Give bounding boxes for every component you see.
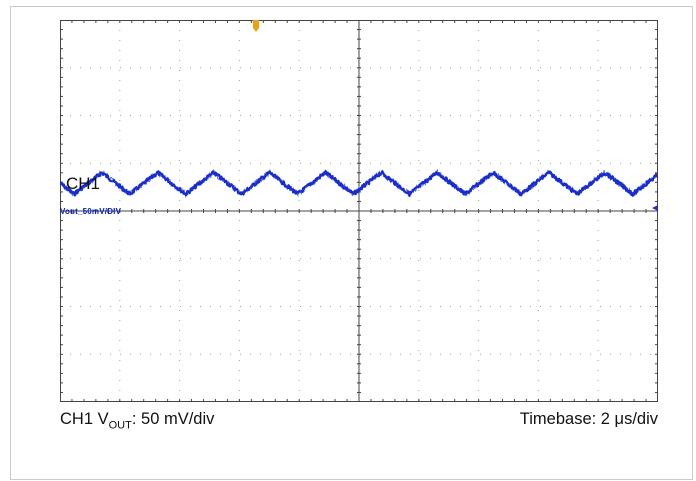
oscilloscope-screen (60, 20, 658, 402)
caption-subscript: OUT (108, 419, 132, 432)
ch1-trace (60, 170, 658, 197)
ch1-trace-noise (60, 168, 658, 199)
trace-tag: Vout_50mV/DIV (60, 207, 122, 216)
channel-label: CH1 (66, 174, 101, 193)
timebase-caption: Timebase: 2 μs/div (519, 410, 658, 428)
caption-prefix: CH1 V (60, 410, 109, 428)
level-marker-icon (652, 205, 658, 211)
trigger-marker-icon (253, 20, 259, 32)
vertical-scale-caption: CH1 VOUT: 50 mV/div (60, 410, 214, 431)
caption-suffix: : 50 mV/div (131, 410, 215, 428)
oscilloscope-plot (60, 20, 658, 402)
